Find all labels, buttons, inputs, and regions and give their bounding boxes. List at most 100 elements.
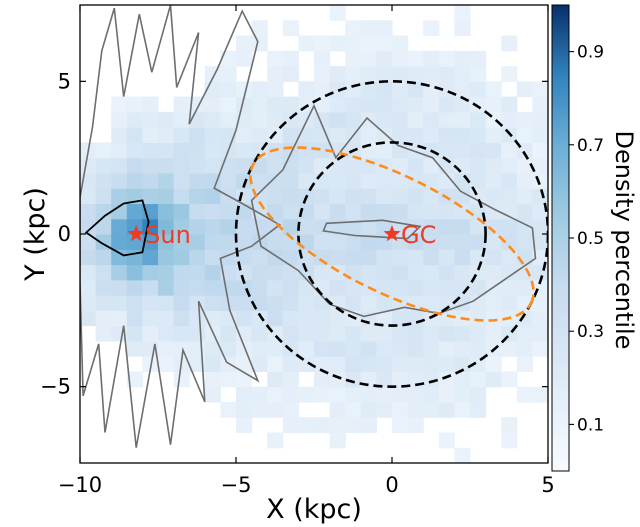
heatmap-cell <box>282 172 299 189</box>
heatmap-cell <box>438 234 455 250</box>
heatmap-cell <box>282 356 299 372</box>
heatmap-cell <box>95 295 112 311</box>
heatmap-cell <box>423 356 440 372</box>
heatmap-cell <box>485 249 502 266</box>
heatmap-cell <box>392 249 409 266</box>
heatmap-cell <box>329 188 346 205</box>
heatmap-cell <box>126 96 143 113</box>
heatmap-cell <box>485 218 502 235</box>
heatmap-cell <box>251 96 268 113</box>
heatmap-cell <box>158 325 175 342</box>
heatmap-cell <box>470 142 487 159</box>
heatmap-cell <box>360 188 377 205</box>
x-tick-label: −10 <box>58 473 102 497</box>
heatmap-cell <box>392 264 409 281</box>
heatmap-cell <box>220 81 237 98</box>
heatmap-cell <box>204 386 221 403</box>
heatmap-cell <box>407 172 424 189</box>
heatmap-cell <box>423 295 440 311</box>
heatmap-cell <box>438 96 455 113</box>
heatmap-cell <box>329 111 346 128</box>
heatmap-cell <box>282 142 299 159</box>
heatmap-cell <box>126 340 143 357</box>
heatmap-cell <box>267 127 284 143</box>
heatmap-cell <box>204 66 221 82</box>
heatmap-cell <box>438 264 455 281</box>
heatmap-cell <box>454 340 471 357</box>
heatmap-cell <box>360 66 377 82</box>
heatmap-cell <box>111 310 128 327</box>
heatmap-cell <box>251 325 268 342</box>
heatmap-cell <box>267 401 284 418</box>
heatmap-cell <box>376 371 393 388</box>
heatmap-cell <box>376 66 393 82</box>
heatmap-cell <box>329 157 346 174</box>
heatmap-cell <box>360 295 377 311</box>
marker-label: Sun <box>145 221 191 249</box>
heatmap-cell <box>189 218 206 235</box>
heatmap-cell <box>407 66 424 82</box>
heatmap-cell <box>126 142 143 159</box>
heatmap-cell <box>158 264 175 281</box>
heatmap-cell <box>173 96 190 113</box>
heatmap-cell <box>204 279 221 296</box>
heatmap-cell <box>376 142 393 159</box>
heatmap-cell <box>126 111 143 128</box>
heatmap-cell <box>95 249 112 266</box>
heatmap-cell <box>470 310 487 327</box>
heatmap-cell <box>532 96 548 113</box>
heatmap-cell <box>95 264 112 281</box>
heatmap-cell <box>407 279 424 296</box>
heatmap-cell <box>251 157 268 174</box>
heatmap-cell <box>267 234 284 250</box>
radius-circle <box>234 80 548 388</box>
heatmap-cell <box>438 295 455 311</box>
heatmap-cell <box>516 356 533 372</box>
heatmap-cell <box>189 295 206 311</box>
heatmap-cell <box>158 142 175 159</box>
heatmap-cell <box>345 264 362 281</box>
heatmap-cell <box>501 249 518 266</box>
heatmap-cell <box>392 127 409 143</box>
heatmap-cell <box>251 35 268 52</box>
heatmap-cell <box>532 386 548 403</box>
heatmap-cell <box>345 356 362 372</box>
heatmap-cell <box>111 249 128 266</box>
heatmap-cell <box>407 203 424 220</box>
heatmap-cell <box>360 386 377 403</box>
heatmap-cell <box>298 234 315 250</box>
heatmap-cell <box>407 218 424 235</box>
heatmap-cell <box>438 172 455 189</box>
heatmap-cell <box>173 310 190 327</box>
heatmap-cell <box>376 127 393 143</box>
heatmap-cell <box>454 371 471 388</box>
heatmap-cell <box>80 310 97 327</box>
heatmap-cell <box>407 386 424 403</box>
heatmap-cell <box>392 50 409 67</box>
heatmap-cell <box>345 96 362 113</box>
heatmap-cell <box>142 234 159 250</box>
heatmap-cell <box>111 96 128 113</box>
heatmap-cell <box>204 356 221 372</box>
heatmap-cell <box>485 371 502 388</box>
heatmap-cell <box>392 96 409 113</box>
heatmap-cell <box>516 279 533 296</box>
heatmap-cell <box>423 142 440 159</box>
heatmap-cell <box>532 249 548 266</box>
heatmap-cell <box>407 295 424 311</box>
heatmap-cell <box>220 96 237 113</box>
heatmap-cell <box>236 310 253 327</box>
heatmap-cell <box>189 142 206 159</box>
heatmap-cell <box>220 401 237 418</box>
heatmap-cell <box>423 50 440 67</box>
heatmap-cell <box>407 401 424 418</box>
marker-label: GC <box>401 221 436 249</box>
heatmap-cell <box>407 417 424 434</box>
axis-ticks: −10 −5 0 5 5 0 −5 <box>40 5 555 497</box>
heatmap-cell <box>142 264 159 281</box>
heatmap-cell <box>376 249 393 266</box>
heatmap-cell <box>173 340 190 357</box>
heatmap-cell <box>236 249 253 266</box>
heatmap-cell <box>392 417 409 434</box>
heatmap-cell <box>204 234 221 250</box>
